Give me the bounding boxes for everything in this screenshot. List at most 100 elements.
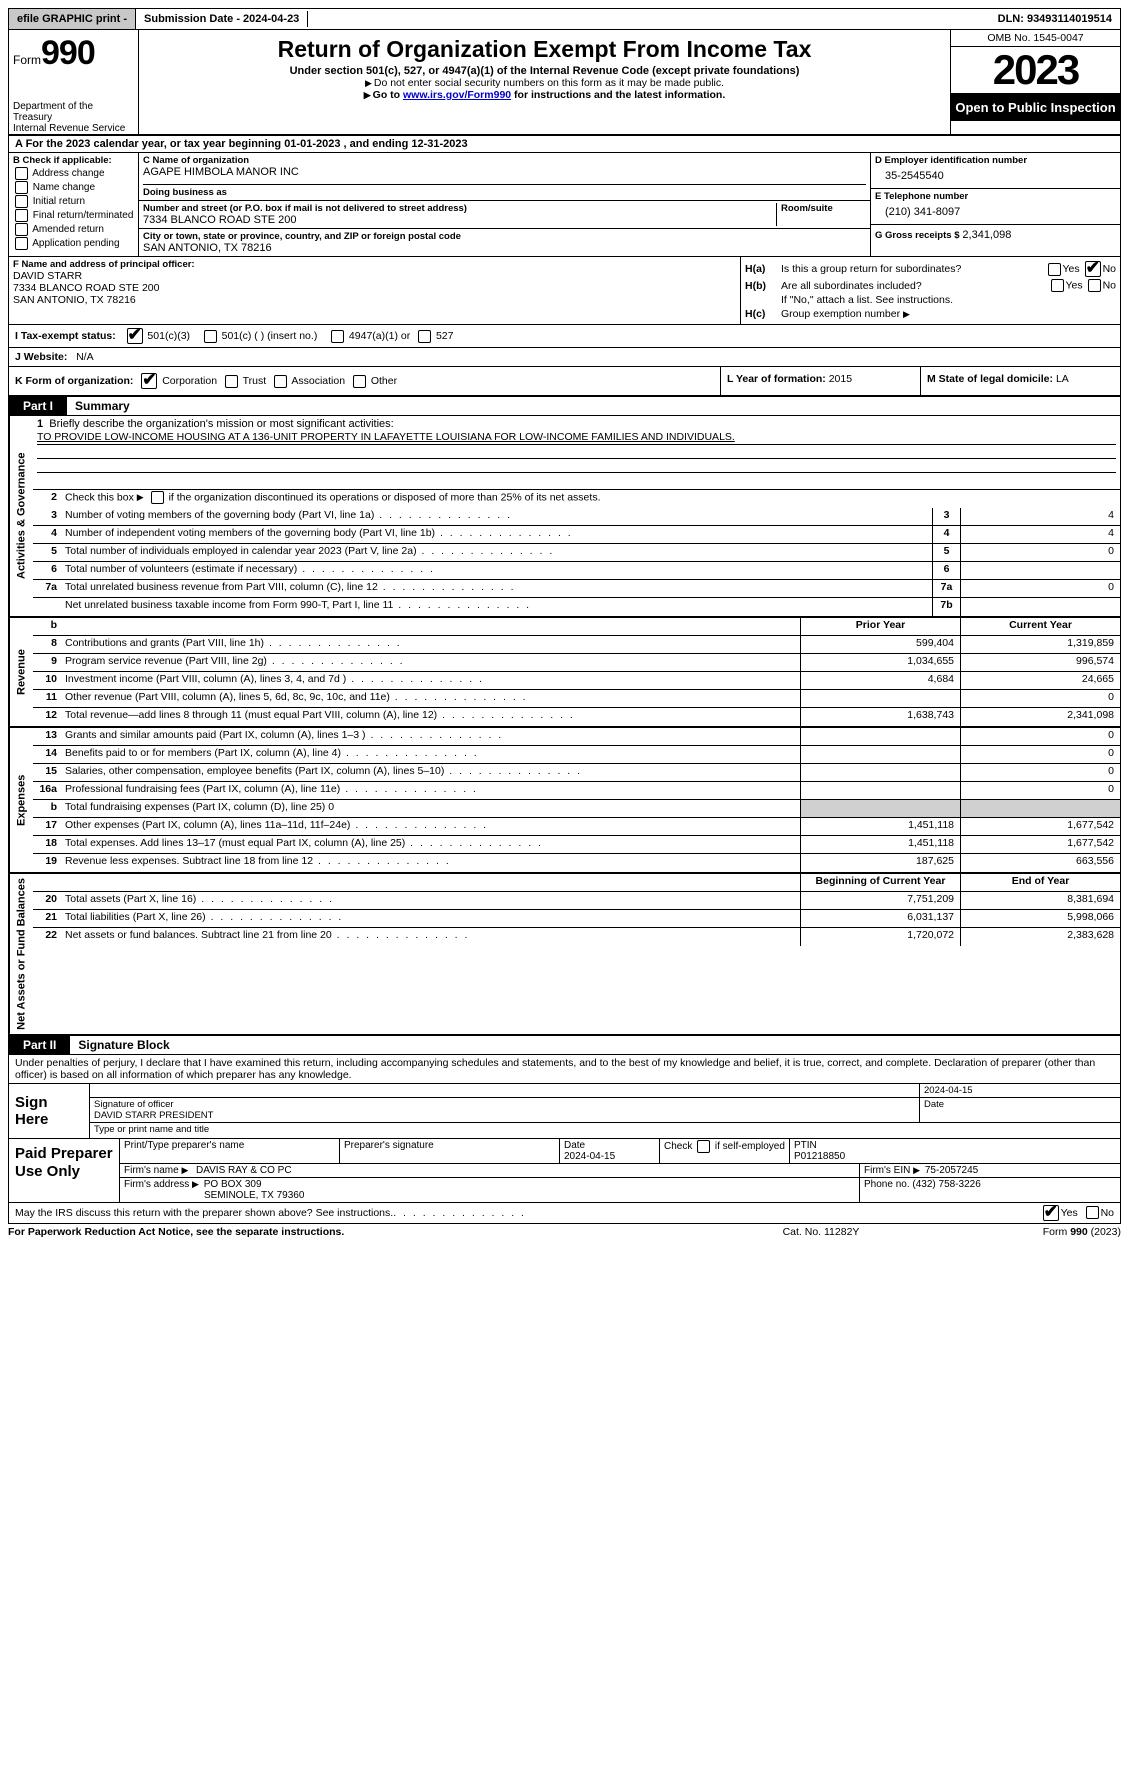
exp-line-14: 14 Benefits paid to or for members (Part… <box>33 746 1120 764</box>
section-deg: D Employer identification number 35-2545… <box>870 153 1120 256</box>
officer-addr2: SAN ANTONIO, TX 78216 <box>13 294 736 306</box>
gov-line-3: 3 Number of voting members of the govern… <box>33 508 1120 526</box>
sub3-pre: Go to <box>373 89 403 101</box>
cb-self-emp[interactable] <box>697 1140 710 1153</box>
sign-date: 2024-04-15 <box>920 1084 1120 1097</box>
firm-name: DAVIS RAY & CO PC <box>196 1165 292 1176</box>
section-j: J Website: N/A <box>9 348 1120 366</box>
mission-text: TO PROVIDE LOW-INCOME HOUSING AT A 136-U… <box>37 430 1116 445</box>
header-mid: Return of Organization Exempt From Incom… <box>139 30 950 134</box>
cb-assoc[interactable] <box>274 375 287 388</box>
sig-name: DAVID STARR PRESIDENT <box>94 1110 915 1121</box>
section-b-title: B Check if applicable: <box>13 155 134 166</box>
ha-yes[interactable] <box>1048 263 1061 276</box>
cb-final-return[interactable]: Final return/terminated <box>13 209 134 222</box>
form-number: Form990 <box>13 34 134 73</box>
may-irs-yes[interactable] <box>1043 1205 1059 1221</box>
part1-hdr: Part I <box>9 397 67 415</box>
rev-line-12: 12 Total revenue—add lines 8 through 11 … <box>33 708 1120 726</box>
prep-name-lbl: Print/Type preparer's name <box>120 1139 340 1163</box>
section-l: L Year of formation: 2015 <box>720 367 920 395</box>
paperwork-notice: For Paperwork Reduction Act Notice, see … <box>8 1226 721 1238</box>
line-1: 1 Briefly describe the organization's mi… <box>33 416 1120 490</box>
exp-line-13: 13 Grants and similar amounts paid (Part… <box>33 728 1120 746</box>
gov-line-6: 6 Total number of volunteers (estimate i… <box>33 562 1120 580</box>
sign-here-block: Sign Here 2024-04-15 Signature of office… <box>8 1084 1121 1139</box>
cb-4947[interactable] <box>331 330 344 343</box>
cb-527[interactable] <box>418 330 431 343</box>
cb-corp[interactable] <box>141 373 157 389</box>
col-end: End of Year <box>960 874 1120 891</box>
website-val: N/A <box>76 351 94 363</box>
omb-number: OMB No. 1545-0047 <box>951 30 1120 47</box>
cb-trust[interactable] <box>225 375 238 388</box>
hb-no[interactable] <box>1088 279 1101 292</box>
section-k: K Form of organization: Corporation Trus… <box>9 367 720 395</box>
ein-lbl: D Employer identification number <box>875 155 1116 166</box>
org-name-cell: C Name of organization AGAPE HIMBOLA MAN… <box>139 153 870 201</box>
irs-label: Internal Revenue Service <box>13 123 134 134</box>
officer-name: DAVID STARR <box>13 270 736 282</box>
hb-note-txt: If "No," attach a list. See instructions… <box>781 294 1116 306</box>
header-right: OMB No. 1545-0047 2023 Open to Public In… <box>950 30 1120 134</box>
part2-header-row: Part II Signature Block <box>8 1036 1121 1055</box>
org-name: AGAPE HIMBOLA MANOR INC <box>143 166 866 178</box>
paid-preparer-label: Paid Preparer Use Only <box>9 1139 119 1202</box>
rev-line-9: 9 Program service revenue (Part VIII, li… <box>33 654 1120 672</box>
cb-501c3[interactable] <box>127 328 143 344</box>
net-line-22: 22 Net assets or fund balances. Subtract… <box>33 928 1120 946</box>
cb-501c[interactable] <box>204 330 217 343</box>
submission-date: Submission Date - 2024-04-23 <box>136 11 308 27</box>
addr-val: 7334 BLANCO ROAD STE 200 <box>143 214 776 226</box>
cb-initial-return[interactable]: Initial return <box>13 195 134 208</box>
efile-print-btn[interactable]: efile GRAPHIC print - <box>9 9 136 29</box>
cb-other-org[interactable] <box>353 375 366 388</box>
dln: DLN: 93493114019514 <box>990 11 1120 27</box>
form-header: Form990 Department of the Treasury Inter… <box>8 30 1121 136</box>
cb-discontinued[interactable] <box>151 491 164 504</box>
row-a-tax-year: A For the 2023 calendar year, or tax yea… <box>8 136 1121 153</box>
exp-line-b: b Total fundraising expenses (Part IX, c… <box>33 800 1120 818</box>
firm-addr-lbl: Firm's address <box>124 1179 189 1190</box>
rev-line-11: 11 Other revenue (Part VIII, column (A),… <box>33 690 1120 708</box>
line-2: 2 Check this box if the organization dis… <box>33 490 1120 508</box>
may-irs-txt: May the IRS discuss this return with the… <box>15 1207 393 1219</box>
ha-no[interactable] <box>1085 261 1101 277</box>
cb-address-change[interactable]: Address change <box>13 167 134 180</box>
cb-name-change[interactable]: Name change <box>13 181 134 194</box>
tax-year: 2023 <box>951 47 1120 94</box>
hb-yes[interactable] <box>1051 279 1064 292</box>
hb-txt: Are all subordinates included? <box>781 280 1049 292</box>
subtitle-1: Under section 501(c), 527, or 4947(a)(1)… <box>145 65 944 77</box>
gross-val: 2,341,098 <box>962 229 1011 241</box>
part1-header-row: Part I Summary <box>8 397 1121 416</box>
section-h: H(a) Is this a group return for subordin… <box>740 257 1120 324</box>
p1-expenses: Expenses 13 Grants and similar amounts p… <box>8 728 1121 874</box>
side-revenue: Revenue <box>9 618 33 726</box>
section-f: F Name and address of principal officer:… <box>9 257 740 324</box>
perjury-decl: Under penalties of perjury, I declare th… <box>8 1055 1121 1084</box>
hb-lbl: H(b) <box>745 280 781 292</box>
ein-cell: D Employer identification number 35-2545… <box>871 153 1120 189</box>
rev-hdr: b Prior Year Current Year <box>33 618 1120 636</box>
hc-txt: Group exemption number <box>781 308 900 320</box>
hc-lbl: H(c) <box>745 308 781 320</box>
may-irs-no[interactable] <box>1086 1206 1099 1219</box>
dba-lbl: Doing business as <box>143 184 866 198</box>
org-name-lbl: C Name of organization <box>143 155 866 166</box>
gov-line-4: 4 Number of independent voting members o… <box>33 526 1120 544</box>
cb-amended[interactable]: Amended return <box>13 223 134 236</box>
exp-line-16a: 16a Professional fundraising fees (Part … <box>33 782 1120 800</box>
rev-line-8: 8 Contributions and grants (Part VIII, l… <box>33 636 1120 654</box>
city-val: SAN ANTONIO, TX 78216 <box>143 242 866 254</box>
top-bar: efile GRAPHIC print - Submission Date - … <box>8 8 1121 30</box>
cb-app-pending[interactable]: Application pending <box>13 237 134 250</box>
irs-link[interactable]: www.irs.gov/Form990 <box>403 89 511 101</box>
col-begin: Beginning of Current Year <box>800 874 960 891</box>
form-footer: Form 990 (2023) <box>921 1226 1121 1238</box>
gov-line-7a: 7a Total unrelated business revenue from… <box>33 580 1120 598</box>
ein-val: 35-2545540 <box>875 166 1116 186</box>
net-line-21: 21 Total liabilities (Part X, line 26) 6… <box>33 910 1120 928</box>
prep-date: 2024-04-15 <box>564 1151 615 1162</box>
form-title: Return of Organization Exempt From Incom… <box>145 36 944 63</box>
